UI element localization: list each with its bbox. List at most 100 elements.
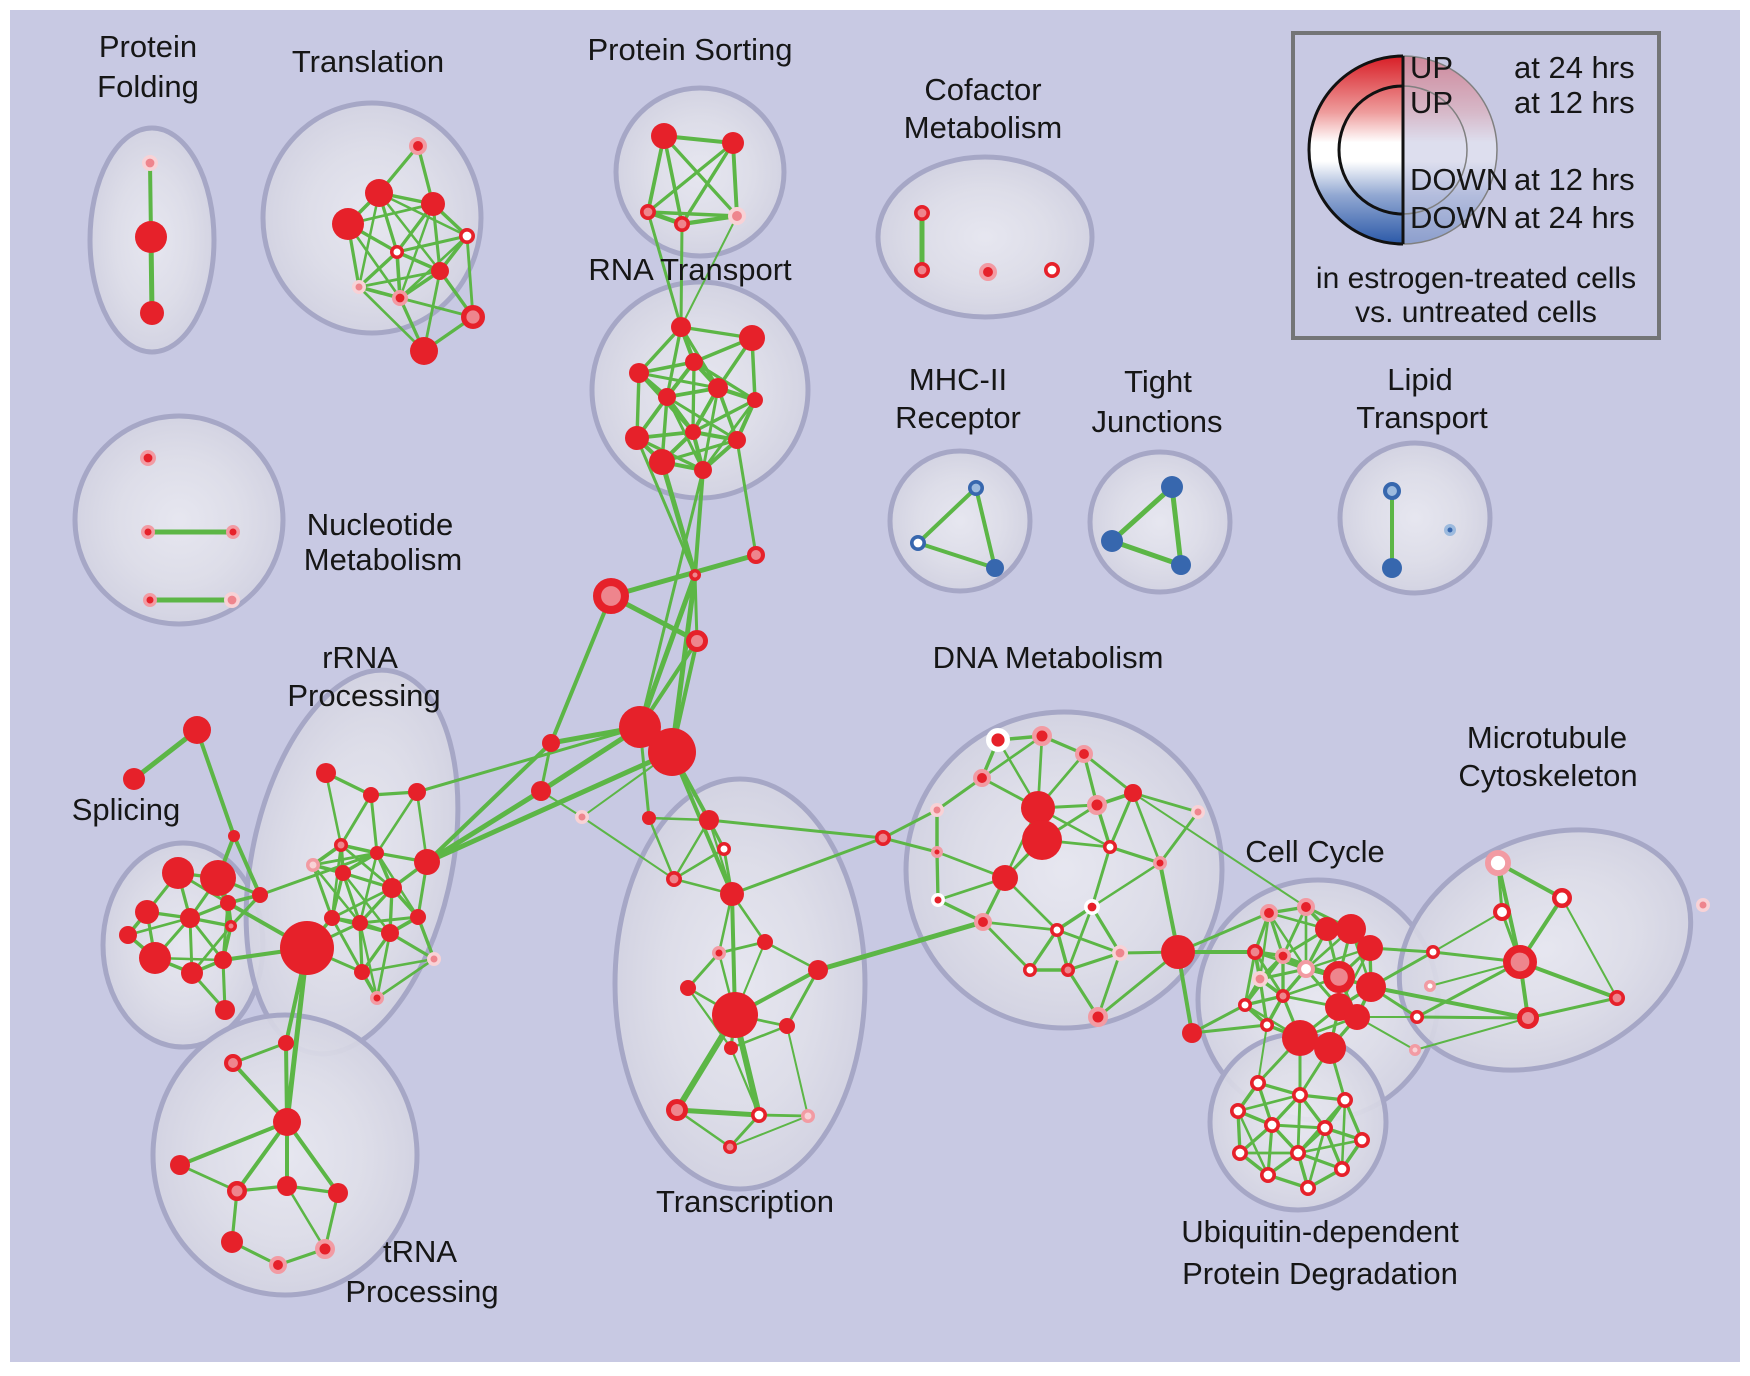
- node-splicing: [200, 860, 236, 896]
- graph-edge: [679, 213, 740, 227]
- cluster-ellipse-cofactor: [875, 154, 1095, 320]
- node-sorting: [722, 132, 744, 154]
- graph-edge: [662, 134, 739, 218]
- graph-edge: [357, 285, 426, 353]
- graph-edge: [729, 1115, 809, 1148]
- graph-edge: [637, 371, 720, 390]
- node-transcription: [757, 934, 773, 950]
- cluster-label-trna: tRNA: [383, 1234, 457, 1269]
- graph-edge: [285, 1184, 327, 1251]
- node-rrna: [280, 921, 334, 975]
- graph-edge: [1131, 791, 1200, 814]
- node-rrna: [335, 865, 351, 881]
- graph-edge: [1109, 538, 1184, 568]
- node-translation: [408, 136, 427, 155]
- graph-edge: [786, 1025, 809, 1117]
- graph-edge: [1090, 845, 1112, 909]
- cluster-label-tight: Tight: [1124, 364, 1192, 399]
- node-mhc: [986, 559, 1004, 577]
- graph-edge: [731, 141, 739, 218]
- graph-edge: [358, 921, 364, 974]
- graph-edge: [635, 436, 697, 577]
- graph-edge: [1108, 791, 1135, 849]
- graph-edge: [785, 968, 820, 1028]
- cluster-label-cofactor: Cofactor: [924, 72, 1041, 107]
- node-bm2: [1410, 1010, 1424, 1024]
- graph-edge: [330, 916, 364, 974]
- node-ub: [1260, 1167, 1277, 1184]
- node-dna: [1050, 923, 1064, 937]
- node-lipid: [1444, 524, 1456, 536]
- node-trna: [277, 1176, 297, 1196]
- cluster-ellipse-mt: [1396, 827, 1694, 1073]
- node-dna: [874, 829, 891, 846]
- node-dna: [992, 865, 1018, 891]
- node-cofactor: [913, 205, 930, 222]
- cluster-ellipse-dna: [903, 709, 1225, 1031]
- node-trna: [328, 1183, 348, 1203]
- graph-edge: [638, 468, 705, 729]
- graph-edge: [730, 836, 885, 896]
- node-cc: [1322, 960, 1355, 993]
- graph-edge: [178, 1163, 239, 1193]
- node-c1: [747, 546, 766, 565]
- cluster-label-translation: Translation: [292, 44, 444, 79]
- graph-edge: [881, 808, 939, 840]
- node-dna: [1023, 963, 1037, 977]
- node-cc: [1247, 943, 1264, 960]
- node-ub: [1317, 1120, 1334, 1137]
- graph-edge: [980, 734, 1044, 780]
- node-ub: [1250, 1075, 1267, 1092]
- node-splicing: [220, 895, 236, 911]
- graph-edge: [881, 836, 939, 854]
- graph-edge: [358, 851, 379, 925]
- graph-edge: [1066, 951, 1122, 972]
- node-rrna: [408, 783, 426, 801]
- cluster-label-folding: Protein: [99, 29, 197, 64]
- node-nucleotide: [140, 449, 157, 466]
- node-trna: [273, 1108, 301, 1136]
- node-cc: [1336, 914, 1366, 944]
- graph-edge: [232, 834, 262, 897]
- graph-edge: [341, 871, 392, 935]
- graph-edge: [1131, 791, 1162, 865]
- node-dna: [931, 846, 943, 858]
- node-trna: [170, 1155, 190, 1175]
- node-rnatransport: [671, 317, 691, 337]
- graph-edge: [679, 222, 684, 329]
- graph-edge: [1109, 484, 1175, 544]
- node-translation: [391, 289, 408, 306]
- node-dna: [973, 769, 992, 788]
- node-c2: [592, 577, 629, 614]
- cluster-label-mhc: MHC-II: [909, 362, 1007, 397]
- graph-edge: [916, 541, 997, 570]
- cluster-label-nucleotide: Metabolism: [304, 542, 463, 577]
- legend-time-label: at 12 hrs: [1514, 162, 1635, 197]
- node-cc: [1282, 1020, 1318, 1056]
- node-ub: [1290, 1145, 1307, 1162]
- node-trna: [268, 1256, 287, 1275]
- graph-edge: [1432, 911, 1503, 953]
- node-lipid: [1383, 481, 1402, 500]
- graph-edge: [1414, 1017, 1529, 1051]
- graph-edge: [357, 191, 381, 289]
- cluster-ellipse-tight: [1087, 449, 1233, 595]
- node-nucleotide: [143, 593, 157, 607]
- legend-time-label: at 12 hrs: [1514, 85, 1635, 120]
- graph-edge: [357, 250, 399, 289]
- node-mhc: [909, 534, 926, 551]
- legend-inner-left-arc: [1337, 84, 1404, 216]
- node-rnatransport: [625, 426, 649, 450]
- node-splicing: [180, 908, 200, 928]
- graph-edge: [1243, 950, 1257, 1007]
- graph-edge: [1415, 960, 1522, 1019]
- node-transcription: [712, 946, 726, 960]
- graph-edge: [1296, 1093, 1302, 1155]
- cluster-label-mt: Cytoskeleton: [1458, 758, 1637, 793]
- cluster-label-trna: Processing: [345, 1274, 498, 1309]
- graph-edge: [324, 771, 343, 847]
- graph-edge: [815, 919, 986, 973]
- graph-edge: [1306, 1126, 1327, 1190]
- node-translation: [410, 337, 438, 365]
- node-splicing: [139, 942, 171, 974]
